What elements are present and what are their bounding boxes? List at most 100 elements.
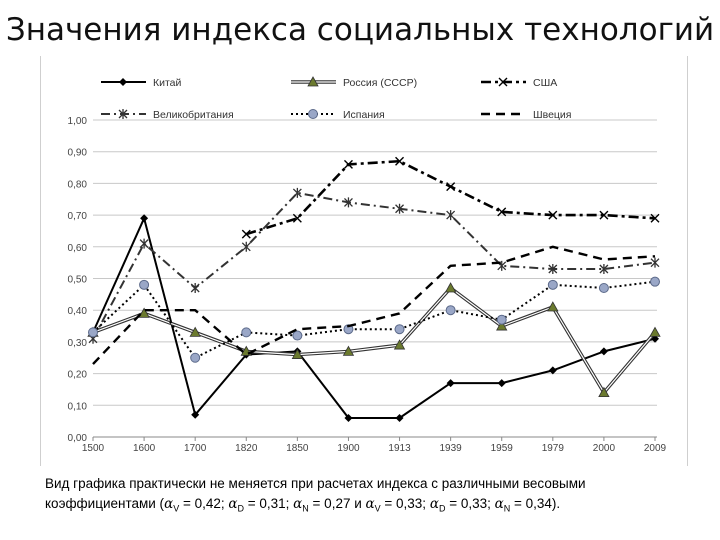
series-line <box>245 159 656 236</box>
data-point <box>344 413 353 422</box>
data-point <box>342 345 355 356</box>
y-tick-label: 0,70 <box>68 211 88 222</box>
weight-value: = 0,33; <box>380 496 430 511</box>
alpha-subscript: D <box>237 503 245 514</box>
legend-label: США <box>533 77 557 89</box>
data-point <box>241 241 251 252</box>
legend-item: Испания <box>291 109 385 121</box>
y-tick-label: 0,90 <box>68 148 88 159</box>
series-line <box>92 286 657 395</box>
data-point <box>496 320 508 331</box>
legend-label: Россия (СССР) <box>343 77 417 89</box>
y-tick-label: 1,00 <box>68 116 88 127</box>
y-tick-label: 0,20 <box>68 370 88 381</box>
x-tick-label: 2000 <box>593 443 616 454</box>
data-point <box>497 207 507 217</box>
legend-item: Китай <box>101 77 182 89</box>
x-tick-label: 2009 <box>644 443 667 454</box>
data-point <box>189 326 201 337</box>
y-tick-label: 0,40 <box>68 306 88 317</box>
alpha-symbol: α <box>494 496 504 512</box>
x-tick-label: 1500 <box>82 443 105 454</box>
alpha-subscript: N <box>503 503 511 514</box>
data-point <box>599 263 609 274</box>
y-tick-label: 0,00 <box>68 433 88 444</box>
y-tick-label: 0,10 <box>68 401 88 412</box>
y-tick-label: 0,30 <box>68 338 88 349</box>
alpha-subscript: V <box>374 503 381 514</box>
series-Великобритания <box>88 187 660 344</box>
chart-area: 0,00 0,10 0,20 0,30 0,40 0,50 0,60 0,70 0,80 0,90… <box>40 56 688 466</box>
alpha-symbol: α <box>228 496 238 512</box>
data-point <box>446 182 456 192</box>
data-point <box>650 257 660 268</box>
data-point <box>191 410 200 419</box>
data-point <box>496 314 507 325</box>
data-point <box>547 301 559 312</box>
data-point <box>292 187 302 198</box>
data-point <box>548 263 558 274</box>
weight-value: = 0,34). <box>510 496 561 511</box>
data-point <box>394 324 405 335</box>
data-point <box>393 339 406 350</box>
data-point <box>241 327 252 338</box>
line-chart: 0,00 0,10 0,20 0,30 0,40 0,50 0,60 0,70 0,80 0,90… <box>68 76 667 454</box>
weight-value: = 0,31; <box>244 496 294 511</box>
data-point <box>650 213 660 223</box>
data-point <box>446 379 455 388</box>
data-point <box>498 77 508 87</box>
x-tick-label: 1900 <box>337 443 360 454</box>
data-point <box>138 307 150 318</box>
data-point <box>343 197 353 208</box>
caption-line-2: коэффициентами (αV = 0,42; αD = 0,31; αN… <box>45 494 695 519</box>
x-tick-label: 1600 <box>133 443 156 454</box>
legend-label: Испания <box>343 109 385 121</box>
data-point <box>140 214 149 223</box>
x-tick-label: 1939 <box>440 443 463 454</box>
data-point <box>446 210 456 221</box>
series-США <box>241 156 660 239</box>
legend-item: Великобритания <box>101 109 234 121</box>
alpha-symbol: α <box>429 496 439 512</box>
alpha-symbol: α <box>164 496 174 512</box>
caption-prefix: коэффициентами ( <box>45 496 165 511</box>
data-point <box>444 282 457 293</box>
legend-item: США <box>481 77 557 89</box>
data-point <box>291 348 304 359</box>
data-point <box>241 229 251 239</box>
y-tick-label: 0,60 <box>68 243 88 254</box>
series-line <box>92 217 656 419</box>
data-point <box>445 305 456 316</box>
data-point <box>598 283 609 294</box>
series-Испания <box>88 276 660 363</box>
legend-label: Швеция <box>533 109 572 121</box>
chart-caption: Вид графика практически не меняется при … <box>45 474 695 519</box>
data-point <box>599 347 608 356</box>
data-point <box>650 276 660 287</box>
data-point <box>139 279 150 290</box>
data-point <box>395 203 405 214</box>
caption-line-1: Вид графика практически не меняется при … <box>45 476 586 491</box>
data-point <box>118 109 128 119</box>
data-point <box>139 238 149 249</box>
legend-label: Великобритания <box>153 109 234 121</box>
data-point <box>649 326 661 337</box>
data-point <box>292 213 302 223</box>
series-Россия (СССР) <box>87 282 661 398</box>
x-tick-label: 1820 <box>235 443 258 454</box>
slide-title: Значения индекса социальных технологий <box>5 12 715 48</box>
y-tick-label: 0,80 <box>68 179 88 190</box>
alpha-subscript: V <box>173 503 180 514</box>
weight-value: = 0,33; <box>445 496 495 511</box>
x-tick-label: 1850 <box>286 443 309 454</box>
data-point <box>308 109 318 119</box>
data-point <box>292 330 303 341</box>
data-point <box>190 352 201 363</box>
weight-value: = 0,42; <box>179 496 229 511</box>
data-point <box>88 327 98 338</box>
data-point <box>307 76 319 87</box>
data-point <box>599 210 609 220</box>
data-point <box>395 413 404 422</box>
data-point <box>548 210 558 220</box>
legend-label: Китай <box>153 77 182 89</box>
